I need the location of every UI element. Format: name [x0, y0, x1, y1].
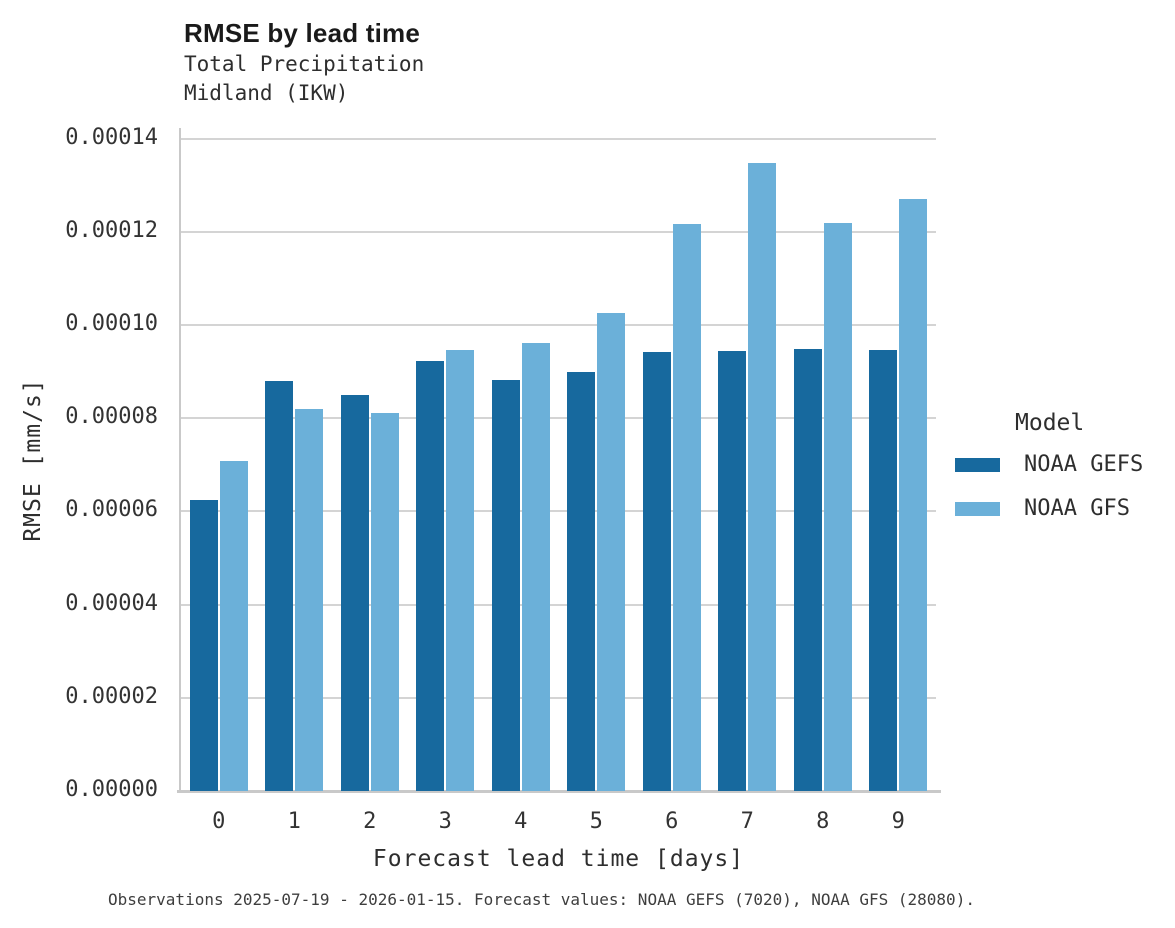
bar-gefs-day-2	[340, 395, 369, 791]
x-tick-label: 0	[212, 809, 226, 834]
legend-label-gefs: NOAA GEFS	[1024, 452, 1144, 477]
bar-gefs-day-1	[265, 381, 294, 791]
y-tick-label: 0.00008	[65, 404, 158, 430]
x-tick-label: 3	[438, 809, 452, 834]
bar-gfs-day-1	[295, 408, 324, 791]
gridline	[181, 137, 936, 140]
chart-subtitle-variable: Total Precipitation	[184, 52, 425, 76]
x-tick-label: 9	[891, 809, 905, 834]
x-tick-label: 1	[287, 809, 301, 834]
bar-gfs-day-4	[521, 342, 550, 791]
bar-gefs-day-4	[491, 380, 520, 791]
gridline	[181, 696, 936, 699]
bar-gefs-day-9	[869, 349, 898, 791]
bar-gfs-day-8	[823, 222, 852, 791]
legend-title: Model	[1015, 410, 1085, 436]
legend-swatch-gfs	[955, 501, 1000, 516]
x-tick-label: 7	[740, 809, 754, 834]
legend-entry-gefs: NOAA GEFS	[955, 452, 1170, 477]
bar-gefs-day-0	[189, 499, 218, 791]
chart-subtitle-location: Midland (IKW)	[184, 81, 349, 105]
bar-gefs-day-3	[416, 360, 445, 791]
bar-gefs-day-5	[567, 371, 596, 791]
chart-title: RMSE by lead time	[184, 18, 421, 48]
bar-gfs-day-5	[597, 313, 626, 791]
legend-label-gfs: NOAA GFS	[1024, 496, 1130, 521]
bar-gfs-day-7	[748, 163, 777, 791]
gridline	[181, 510, 936, 513]
x-axis-line	[177, 790, 941, 793]
legend-swatch-gefs	[955, 457, 1000, 472]
y-tick-label: 0.00012	[65, 217, 158, 243]
x-tick-label: 6	[665, 809, 679, 834]
gridline	[181, 603, 936, 606]
legend: Model NOAA GEFS NOAA GFS	[955, 410, 1170, 540]
y-tick-label: 0.00000	[65, 777, 158, 802]
bar-gfs-day-9	[899, 198, 928, 791]
footer-caption: Observations 2025-07-19 - 2026-01-15. Fo…	[108, 890, 975, 909]
y-tick-label: 0.00010	[65, 311, 158, 336]
bar-gfs-day-3	[446, 349, 475, 791]
y-tick-label: 0.00014	[65, 124, 158, 150]
legend-entry-gfs: NOAA GFS	[955, 496, 1170, 521]
gridline	[181, 230, 936, 233]
bar-gfs-day-6	[672, 223, 701, 791]
bar-gfs-day-2	[370, 412, 399, 791]
gridline	[181, 324, 936, 326]
x-axis-title: Forecast lead time [days]	[372, 846, 745, 872]
plot-area	[181, 130, 936, 791]
bar-gefs-day-8	[793, 348, 822, 791]
x-tick-label: 2	[363, 809, 377, 834]
bar-gfs-day-0	[219, 461, 248, 791]
y-tick-label: 0.00006	[65, 497, 158, 523]
bar-gefs-day-7	[718, 350, 747, 791]
x-tick-label: 4	[514, 809, 528, 834]
x-tick-label: 5	[589, 809, 603, 834]
y-axis-line	[179, 128, 181, 793]
y-tick-label: 0.00002	[65, 683, 158, 709]
x-tick-label: 8	[816, 809, 830, 834]
bar-gefs-day-6	[642, 352, 671, 791]
y-tick-label: 0.00004	[65, 590, 158, 616]
gridline	[181, 417, 936, 420]
